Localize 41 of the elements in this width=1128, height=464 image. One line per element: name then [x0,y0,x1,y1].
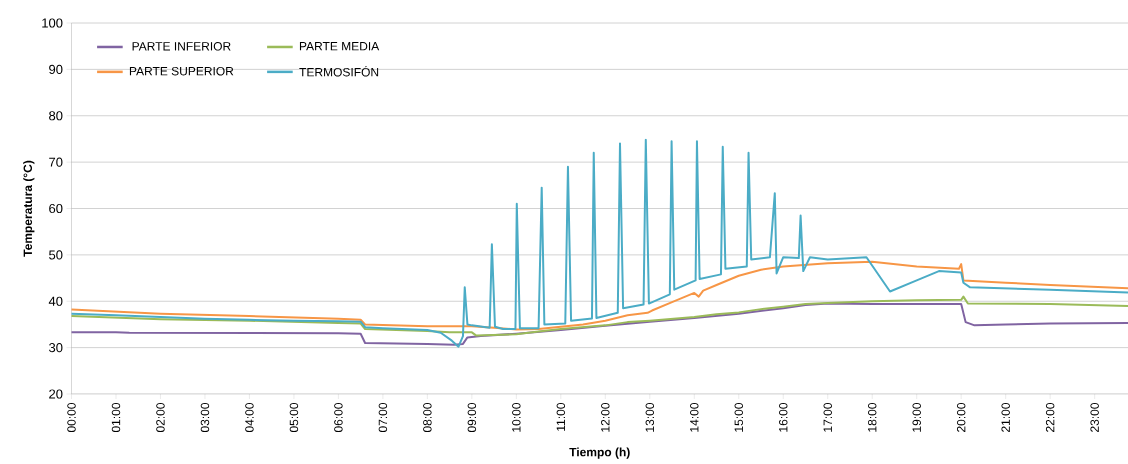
legend-label: PARTE INFERIOR [132,42,231,51]
x-tick-label: 12:00 [601,403,610,432]
legend-label: PARTE SUPERIOR [129,66,234,76]
y-tick-label: 60 [49,203,63,214]
x-tick-label: 16:00 [779,403,788,432]
x-tick-label: 23:00 [1090,403,1099,432]
y-tick-label: 50 [49,250,63,260]
y-tick-label: 100 [42,18,63,28]
line-series [70,260,1128,331]
x-tick-label: 05:00 [289,403,299,433]
x-tick-label: 18:00 [867,403,877,432]
x-axis-title: Tiempo (h) [569,447,630,459]
x-tick-label: 06:00 [334,403,343,433]
legend-label: TERMOSIFÓN [299,65,379,77]
y-tick-label: 90 [49,64,63,74]
legend-label: PARTE MEDIA [299,42,380,51]
y-tick-label: 30 [49,343,63,353]
x-tick-label: 08:00 [423,403,432,433]
y-tick-label: 80 [49,111,63,121]
x-tick-label: 17:00 [823,403,832,432]
x-tick-label: 19:00 [912,403,921,432]
y-tick-label: 70 [49,157,63,167]
x-tick-label: 03:00 [200,403,210,433]
x-tick-label: 07:00 [378,403,388,433]
x-tick-label: 21:00 [1001,403,1010,432]
x-tick-label: 04:00 [245,403,254,433]
x-tick-label: 10:00 [512,403,521,432]
x-tick-label: 09:00 [467,403,477,433]
x-tick-label: 00:00 [67,403,76,433]
x-tick-label: 20:00 [956,403,966,432]
y-tick-label: 20 [49,389,63,399]
x-tick-label: 13:00 [645,403,655,432]
x-tick-label: 22:00 [1045,403,1055,432]
x-tick-label: 02:00 [156,403,165,433]
x-tick-label: 14:00 [690,403,699,432]
x-tick-label: 01:00 [111,403,121,433]
line-series [70,138,1128,348]
x-tick-label: 15:00 [734,403,744,432]
x-tick-label: 11:00 [556,403,566,431]
y-axis-title: Temperatura (°C) [23,160,35,257]
y-tick-label: 40 [48,296,63,306]
